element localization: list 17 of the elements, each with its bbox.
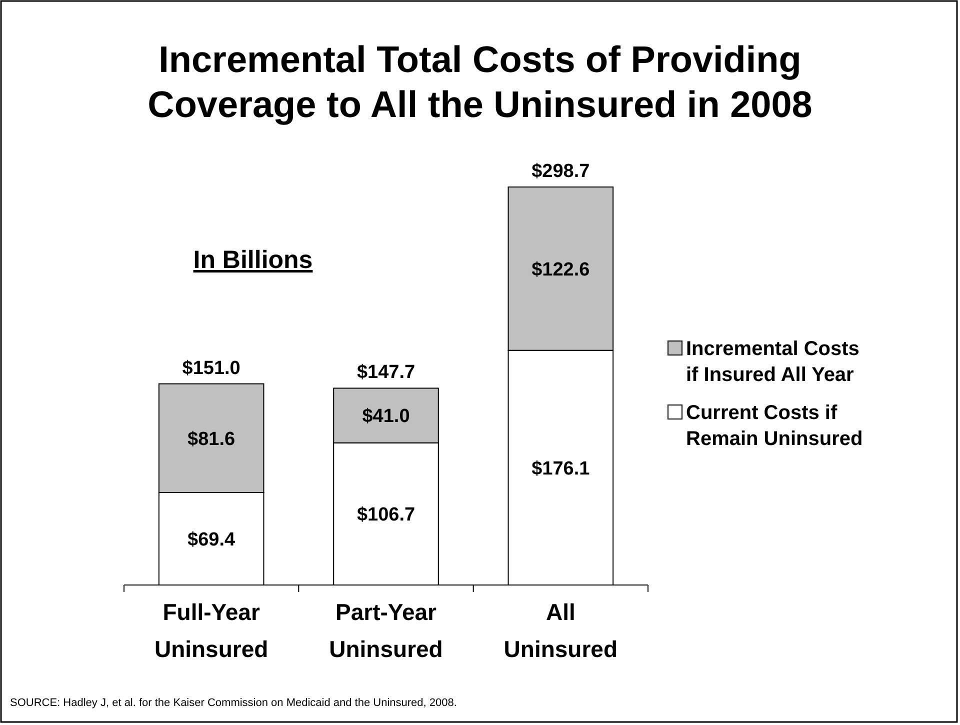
total-label: $147.7	[356, 362, 416, 384]
total-label: $298.7	[532, 161, 590, 182]
data-label: $41.0	[362, 406, 410, 428]
legend-label: Incremental Costs if Insured All Year	[686, 338, 860, 386]
source-note: SOURCE: Hadley J, et al. for the Kaiser Commission on Medicaid and the Uninsured, 2008.	[10, 697, 457, 709]
chart-title: Incremental Total Costs of Providing Coverage to All the Uninsured in 2008	[148, 39, 812, 125]
x-tick-label: All Uninsured	[504, 599, 618, 662]
data-label: $122.6	[532, 259, 590, 280]
data-label: $69.4	[188, 529, 236, 550]
data-label: $106.7	[356, 504, 416, 526]
legend-label: Current Costs if Remain Uninsured	[686, 402, 863, 450]
data-label: $81.6	[188, 428, 236, 450]
total-label: $151.0	[182, 358, 240, 379]
x-tick-label: Part-Year Uninsured	[329, 599, 443, 662]
data-label: $176.1	[532, 458, 590, 480]
text: In Billions	[193, 246, 313, 274]
x-tick-label: Full-Year Uninsured	[154, 599, 268, 662]
